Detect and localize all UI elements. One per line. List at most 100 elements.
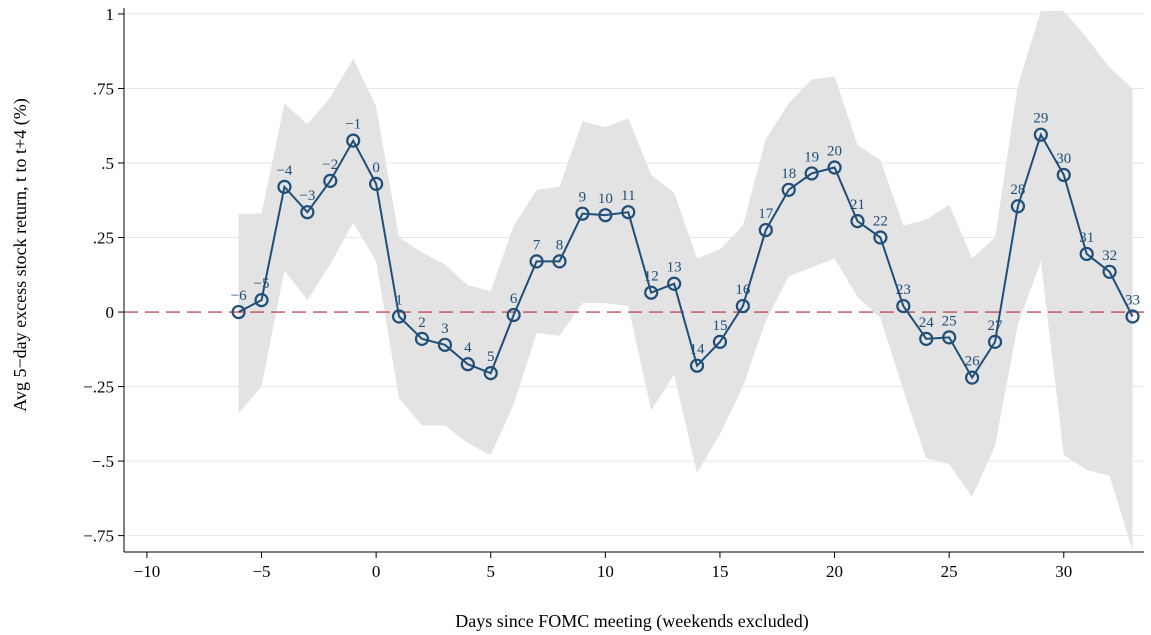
point-label: 25 <box>942 313 957 329</box>
point-label: 23 <box>896 282 911 298</box>
point-label: 1 <box>395 293 403 309</box>
data-points <box>231 127 1140 385</box>
y-tick-label: .5 <box>101 154 114 173</box>
point-label: 19 <box>804 149 819 165</box>
point-label: 20 <box>827 143 842 159</box>
data-point <box>758 222 773 238</box>
point-label: 17 <box>758 206 774 222</box>
x-tick-label: 15 <box>711 562 728 581</box>
data-point <box>254 293 269 308</box>
data-point <box>621 205 636 220</box>
data-point <box>689 358 705 373</box>
point-label: 16 <box>735 282 751 298</box>
data-point <box>712 334 728 349</box>
x-axis-title: Days since FOMC meeting (weekends exclud… <box>455 611 808 632</box>
series-line <box>238 132 1134 380</box>
point-label: 5 <box>487 349 495 365</box>
point-label: −5 <box>254 276 270 292</box>
x-tick-label: 30 <box>1055 562 1072 581</box>
y-tick-label: −.5 <box>92 452 114 471</box>
data-point <box>1079 246 1094 262</box>
data-point <box>598 208 613 223</box>
data-point <box>414 331 430 346</box>
data-point <box>1102 264 1117 279</box>
data-point <box>552 254 567 269</box>
point-label: 0 <box>372 160 380 176</box>
axes: 1.75.5.250−.25−.5−.75−10 −5 0 5 10 15 20 25 30 <box>83 5 1144 581</box>
point-label: 21 <box>850 197 865 213</box>
y-tick-label: .75 <box>93 79 114 98</box>
point-label: −6 <box>231 288 247 304</box>
point-label: 33 <box>1125 293 1140 309</box>
point-label: −1 <box>345 117 361 133</box>
x-tick-label: 20 <box>826 562 843 581</box>
data-point <box>873 230 888 245</box>
data-point <box>460 357 475 372</box>
x-tick-label: −10 <box>134 562 161 581</box>
point-label: −4 <box>276 163 292 179</box>
data-point <box>667 276 682 291</box>
point-label: 2 <box>418 315 426 331</box>
point-label: 28 <box>1010 182 1025 198</box>
point-label: 29 <box>1033 111 1048 127</box>
data-point <box>1056 167 1071 183</box>
point-label: 13 <box>667 260 682 276</box>
y-tick-label: −.25 <box>83 378 114 397</box>
point-label: 12 <box>644 269 659 285</box>
x-tick-label: 5 <box>486 562 495 581</box>
data-point <box>231 304 246 320</box>
point-label: 3 <box>441 321 449 337</box>
x-tick-label: 25 <box>941 562 958 581</box>
data-point <box>346 133 361 148</box>
data-point <box>391 309 407 324</box>
data-point <box>781 182 796 197</box>
data-point <box>850 214 865 229</box>
point-label: 27 <box>988 318 1004 334</box>
data-point <box>1010 199 1026 214</box>
confidence-band-area <box>238 10 1133 551</box>
data-point <box>277 179 292 194</box>
x-tick-label: 0 <box>372 562 381 581</box>
data-point <box>1125 309 1140 324</box>
point-label: 26 <box>965 354 981 370</box>
point-label: 24 <box>919 315 935 331</box>
data-point <box>964 370 980 385</box>
point-label: 32 <box>1102 248 1117 264</box>
data-point <box>942 330 957 345</box>
point-label: 6 <box>510 291 518 307</box>
data-point <box>483 366 498 381</box>
series-polyline <box>238 132 1134 380</box>
point-label: 10 <box>598 191 613 207</box>
data-point <box>300 205 315 220</box>
data-point <box>575 206 590 221</box>
data-point <box>506 307 521 323</box>
point-label: 15 <box>712 318 727 334</box>
point-label: 18 <box>781 166 796 182</box>
point-label: 31 <box>1079 230 1094 246</box>
data-point <box>437 337 452 352</box>
confidence-band <box>238 10 1133 551</box>
data-point <box>529 254 544 269</box>
point-label: −2 <box>322 157 338 173</box>
point-label: 14 <box>690 342 706 358</box>
data-point <box>323 173 338 188</box>
data-point <box>644 285 659 300</box>
point-label: −3 <box>299 188 315 204</box>
y-tick-label: 1 <box>106 5 115 24</box>
y-tick-label: .25 <box>93 229 114 248</box>
y-tick-label: −.75 <box>83 527 114 546</box>
data-point <box>804 166 819 181</box>
point-label: 22 <box>873 214 888 230</box>
x-tick-label: 10 <box>597 562 614 581</box>
x-tick-label: −5 <box>252 562 270 581</box>
data-point <box>369 176 384 191</box>
y-axis-title: Avg 5−day excess stock return, t to t+4 … <box>10 98 31 411</box>
data-point <box>827 160 842 175</box>
point-label: 11 <box>621 188 635 204</box>
y-tick-label: 0 <box>106 303 115 322</box>
point-label: 30 <box>1056 151 1071 167</box>
data-point <box>1033 127 1048 142</box>
data-point <box>987 334 1003 349</box>
